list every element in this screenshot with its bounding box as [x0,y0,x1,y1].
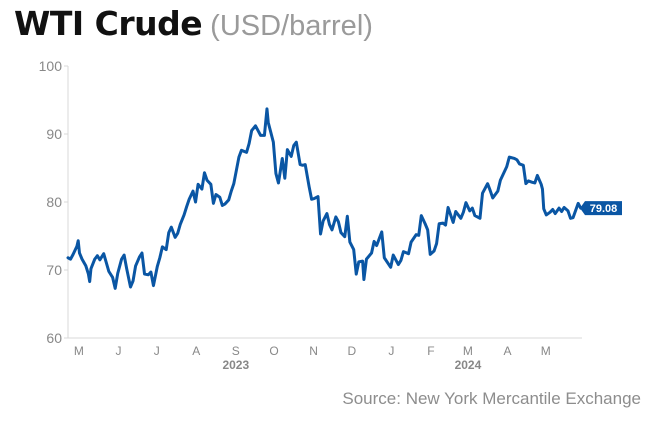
x-year-label: 2024 [455,358,482,372]
x-tick-label: A [192,344,200,358]
x-year-label: 2023 [222,358,249,372]
x-tick-label: S [232,344,240,358]
title-text: WTI Crude [14,4,203,43]
x-tick-label: D [348,344,357,358]
x-tick-label: M [541,344,551,358]
x-tick-label: N [309,344,318,358]
y-tick-label: 60 [46,330,62,346]
last-value-badge [580,201,622,216]
y-tick-label: 90 [46,126,62,142]
x-tick-label: J [115,344,121,358]
x-tick-label: M [74,344,84,358]
subtitle-text: (USD/barrel) [210,10,373,42]
x-tick-label: J [388,344,394,358]
chart-annotations: 79.08 [580,201,622,216]
last-value-label: 79.08 [590,203,618,215]
x-tick-label: O [269,344,278,358]
x-tick-label: F [427,344,434,358]
chart-axes: 60 70 80 90 100 M J J A S O N D J F M A M 2023 2024 [39,58,582,372]
chart-title: WTI Crude (USD/barrel) [14,4,373,43]
x-tick-label: A [503,344,511,358]
chart-series [66,107,583,290]
x-tick-label: J [154,344,160,358]
y-tick-label: 70 [46,262,62,278]
y-tick-label: 100 [39,58,63,74]
x-tick-label: M [463,344,473,358]
y-tick-label: 80 [46,194,62,210]
series-line [66,107,583,290]
source-note: Source: New York Mercantile Exchange [342,389,641,408]
